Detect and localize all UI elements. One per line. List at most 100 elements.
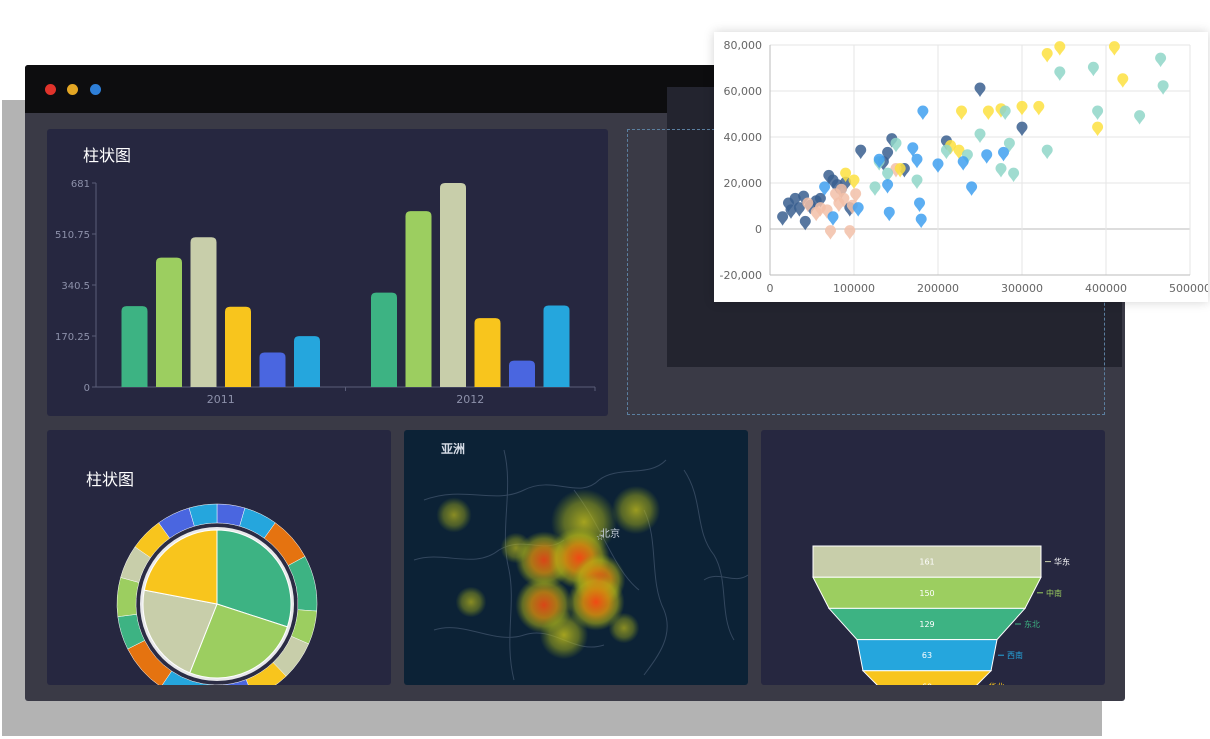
scatter-point: [1157, 80, 1169, 95]
scatter-point: [894, 163, 906, 178]
scatter-point: [819, 181, 831, 196]
pie-chart-panel: 柱状图: [47, 430, 391, 685]
heat-point: [567, 573, 625, 631]
y-tick-label: 0: [84, 383, 90, 394]
scatter-point: [785, 204, 797, 219]
heatmap-map[interactable]: ☆: [404, 430, 748, 685]
heat-point: [500, 532, 532, 564]
bar: [405, 211, 432, 387]
scatter-point: [998, 146, 1010, 162]
scatter-point: [911, 174, 923, 189]
pie-slice: [216, 529, 292, 628]
scatter-point: [940, 144, 952, 160]
scatter-point: [956, 105, 968, 120]
pie-panel-title: 柱状图: [86, 470, 135, 489]
capital-star-icon: ☆: [596, 533, 604, 543]
funnel-chart: 161华东150中南129东北63西南60华北29西北: [812, 545, 1070, 685]
heatmap-panel: ☆ 亚洲 北京: [404, 430, 748, 685]
scatter-point: [1092, 105, 1104, 120]
bar: [543, 305, 570, 387]
scatter-point: [1041, 48, 1053, 63]
bar: [225, 306, 251, 387]
heat-point: [539, 610, 589, 660]
scatter-point: [1003, 137, 1015, 153]
funnel-chart-panel: 161华东150中南129东北63西南60华北29西北: [761, 430, 1105, 685]
scatter-point: [802, 197, 814, 212]
scatter-point: [915, 213, 927, 229]
funnel-value: 60: [922, 682, 932, 685]
close-dot[interactable]: [45, 84, 56, 95]
x-tick-label: 500000: [1169, 282, 1208, 295]
scatter-point: [911, 153, 923, 169]
scatter-point: [1155, 52, 1167, 68]
bar-chart-panel: 柱状图 0 170.25 340.5 510.75 681 2011 2012: [47, 129, 608, 416]
bar: [440, 183, 466, 387]
scatter-point: [814, 192, 826, 208]
y-tick-label: 510.75: [55, 230, 90, 241]
pie-slice: [189, 603, 289, 679]
scatter-point: [873, 153, 885, 169]
bar: [371, 292, 397, 387]
funnel-segment: [861, 670, 993, 685]
scatter-point: [914, 197, 926, 212]
y-tick-label: 170.25: [55, 332, 90, 343]
funnel-value: 150: [919, 589, 934, 598]
bar: [121, 306, 148, 387]
scatter-point: [824, 225, 836, 240]
pie-slice: [143, 529, 218, 605]
scatter-point: [995, 163, 1007, 178]
scatter-point: [1134, 110, 1146, 125]
scatter-point: [1087, 61, 1099, 77]
y-tick-label: 340.5: [61, 281, 90, 292]
funnel-value: 63: [922, 651, 932, 660]
scatter-point: [798, 190, 810, 206]
bar: [294, 336, 320, 387]
scatter-point: [974, 128, 986, 143]
funnel-label: 东北: [1024, 619, 1040, 629]
bar: [509, 360, 535, 387]
bar: [474, 318, 501, 387]
scatter-point: [850, 188, 862, 203]
minimize-dot[interactable]: [67, 84, 78, 95]
x-tick-label: 100000: [833, 282, 875, 295]
scatter-point: [814, 202, 826, 217]
scatter-point: [835, 183, 847, 199]
maximize-dot[interactable]: [90, 84, 101, 95]
bar-chart: 0 170.25 340.5 510.75 681 2011 2012: [55, 179, 596, 406]
scatter-point: [789, 192, 801, 208]
pie-chart: [116, 503, 318, 685]
scatter-point: [848, 174, 860, 189]
map-region-label: 亚洲: [441, 442, 466, 456]
outer-ring-slice: [188, 503, 218, 527]
outer-ring-slice: [116, 577, 140, 617]
map-boundary: [503, 449, 515, 681]
scatter-chart-card: -20,000 0 20,000 40,000 60,000 80,000 0 100000 2…: [714, 32, 1208, 302]
scatter-point: [777, 211, 789, 226]
scatter-point: [974, 82, 986, 97]
y-tick-label: 0: [755, 223, 762, 236]
heat-point: [611, 485, 661, 535]
x-tick-label: 300000: [1001, 282, 1043, 295]
y-tick-label: -20,000: [720, 269, 762, 282]
scatter-point: [840, 176, 852, 192]
scatter-point: [855, 144, 867, 160]
funnel-label: 华东: [1054, 557, 1070, 567]
bar: [190, 237, 217, 387]
scatter-point: [961, 149, 973, 164]
scatter-point: [981, 149, 993, 164]
funnel-label: 西南: [1007, 650, 1023, 660]
scatter-point: [932, 158, 944, 173]
scatter-chart: -20,000 0 20,000 40,000 60,000 80,000 0 100000 2…: [720, 39, 1208, 295]
scatter-point: [1054, 66, 1066, 81]
scatter-point: [982, 105, 994, 120]
scatter-point: [852, 202, 864, 217]
scatter-point: [999, 105, 1011, 120]
scatter-point: [882, 146, 894, 162]
scatter-point: [953, 144, 965, 160]
bar: [156, 257, 182, 387]
scatter-point: [821, 204, 833, 219]
scatter-point: [1016, 100, 1028, 116]
x-tick-label: 400000: [1085, 282, 1127, 295]
y-tick-label: 40,000: [724, 131, 763, 144]
